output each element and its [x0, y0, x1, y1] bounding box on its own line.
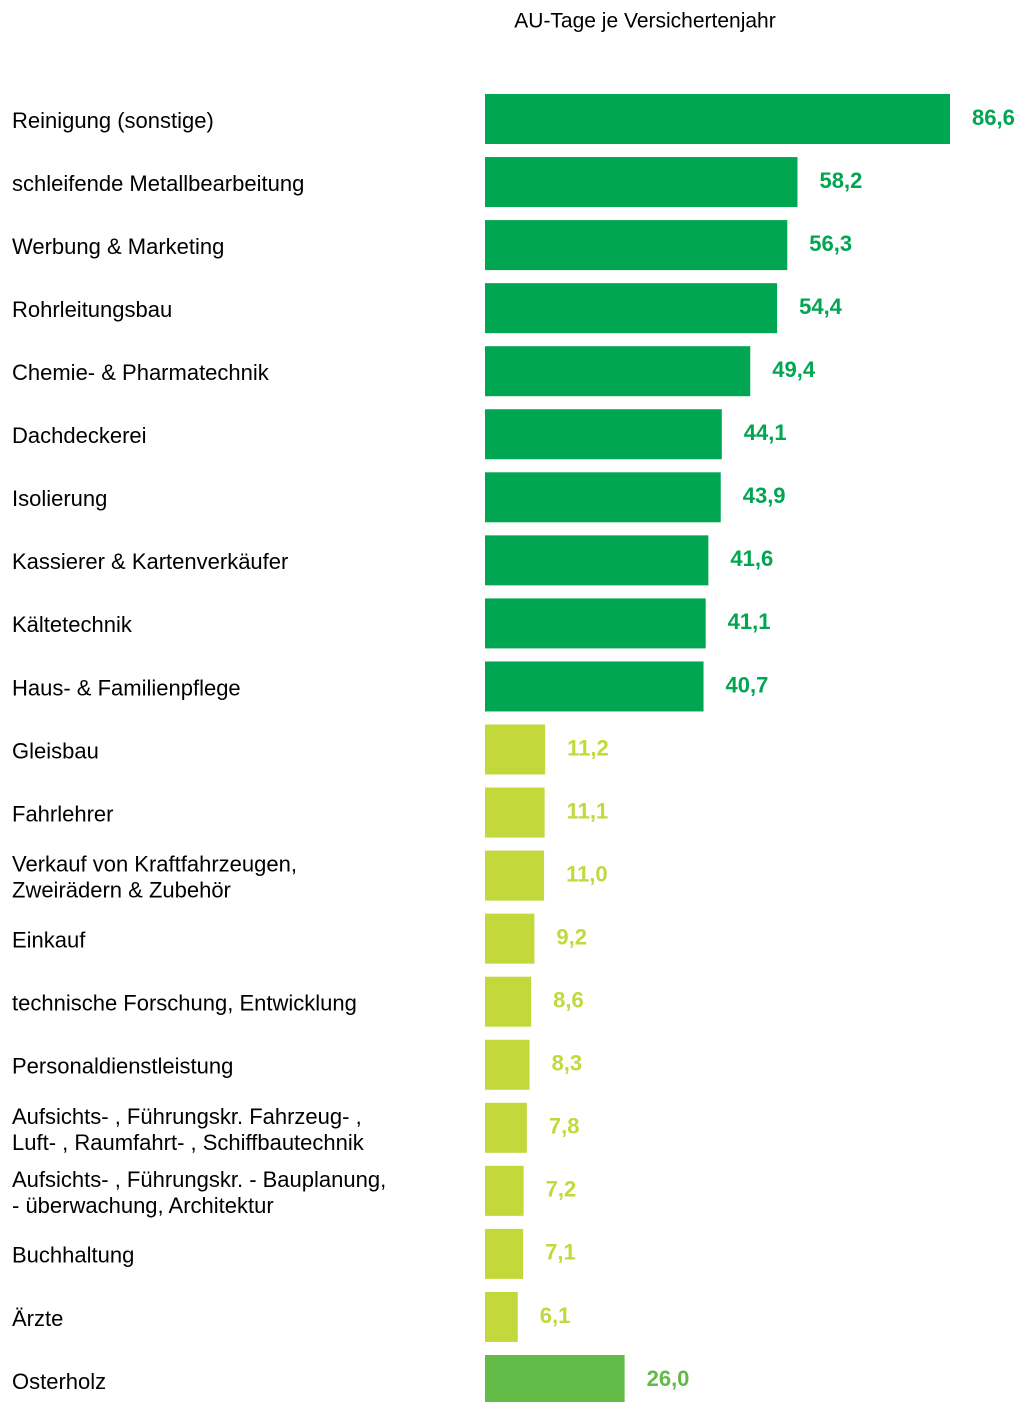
bar	[485, 346, 751, 397]
category-label: Werbung & Marketing	[12, 234, 224, 259]
bar	[485, 661, 704, 712]
category-label: Rohrleitungsbau	[12, 297, 172, 322]
value-label: 7,2	[546, 1177, 577, 1202]
value-label: 11,1	[567, 798, 609, 823]
bar	[485, 283, 778, 334]
bar	[485, 157, 798, 208]
chart-title: AU-Tage je Versichertenjahr	[514, 10, 775, 33]
bar	[485, 472, 721, 523]
category-label: schleifende Metallbearbeitung	[12, 171, 304, 196]
category-label: Aufsichts- , Führungskr. Fahrzeug- , Luft…	[12, 1104, 365, 1155]
category-label: Dachdeckerei	[12, 423, 147, 448]
category-label: Kassierer & Kartenverkäufer	[12, 549, 288, 574]
value-label: 86,6	[972, 105, 1015, 130]
category-label: Kältetechnik	[12, 612, 133, 637]
category-label: Aufsichts- , Führungskr. - Bauplanung, - …	[12, 1167, 386, 1218]
bar	[485, 850, 545, 901]
bar	[485, 976, 532, 1027]
value-label: 9,2	[556, 924, 587, 949]
bar	[485, 1355, 625, 1402]
value-label: 7,1	[545, 1240, 576, 1265]
category-label: Ärzte	[12, 1306, 63, 1331]
bar	[485, 1102, 527, 1153]
category-label: Verkauf von Kraftfahrzeugen, Zweirädern &…	[12, 851, 297, 902]
category-label: technische Forschung, Entwicklung	[12, 991, 357, 1016]
value-label: 41,6	[730, 546, 773, 571]
value-label: 40,7	[726, 672, 769, 697]
value-label: 44,1	[744, 420, 787, 445]
value-label: 8,3	[552, 1051, 583, 1076]
value-label: 58,2	[820, 168, 863, 193]
category-label: Isolierung	[12, 486, 107, 511]
bar	[485, 94, 950, 144]
value-label: 7,8	[549, 1114, 580, 1139]
value-label: 11,0	[566, 861, 608, 886]
bar	[485, 598, 706, 649]
value-label: 56,3	[809, 231, 852, 256]
category-label: Osterholz	[12, 1369, 106, 1394]
bar	[485, 913, 535, 964]
category-label: Einkauf	[12, 927, 86, 952]
bar	[485, 1291, 518, 1342]
value-label: 11,2	[567, 735, 609, 760]
value-label: 43,9	[743, 483, 786, 508]
category-label: Reinigung (sonstige)	[12, 108, 214, 133]
bar	[485, 787, 545, 838]
category-label: Haus- & Familienpflege	[12, 675, 241, 700]
value-label: 26,0	[647, 1366, 690, 1391]
category-label: Personaldienstleistung	[12, 1054, 233, 1079]
category-label: Chemie- & Pharmatechnik	[12, 360, 270, 385]
value-label: 49,4	[772, 357, 816, 382]
bar	[485, 535, 709, 586]
category-label: Buchhaltung	[12, 1243, 134, 1268]
value-label: 6,1	[540, 1303, 571, 1328]
bar	[485, 1165, 524, 1216]
bar	[485, 1228, 524, 1279]
bar	[485, 724, 546, 775]
bar	[485, 1039, 530, 1090]
bar	[485, 409, 722, 460]
category-label: Fahrlehrer	[12, 801, 113, 826]
bar	[485, 220, 788, 271]
value-label: 54,4	[799, 294, 843, 319]
category-label: Gleisbau	[12, 738, 99, 763]
value-label: 41,1	[728, 609, 771, 634]
value-label: 8,6	[553, 988, 584, 1013]
